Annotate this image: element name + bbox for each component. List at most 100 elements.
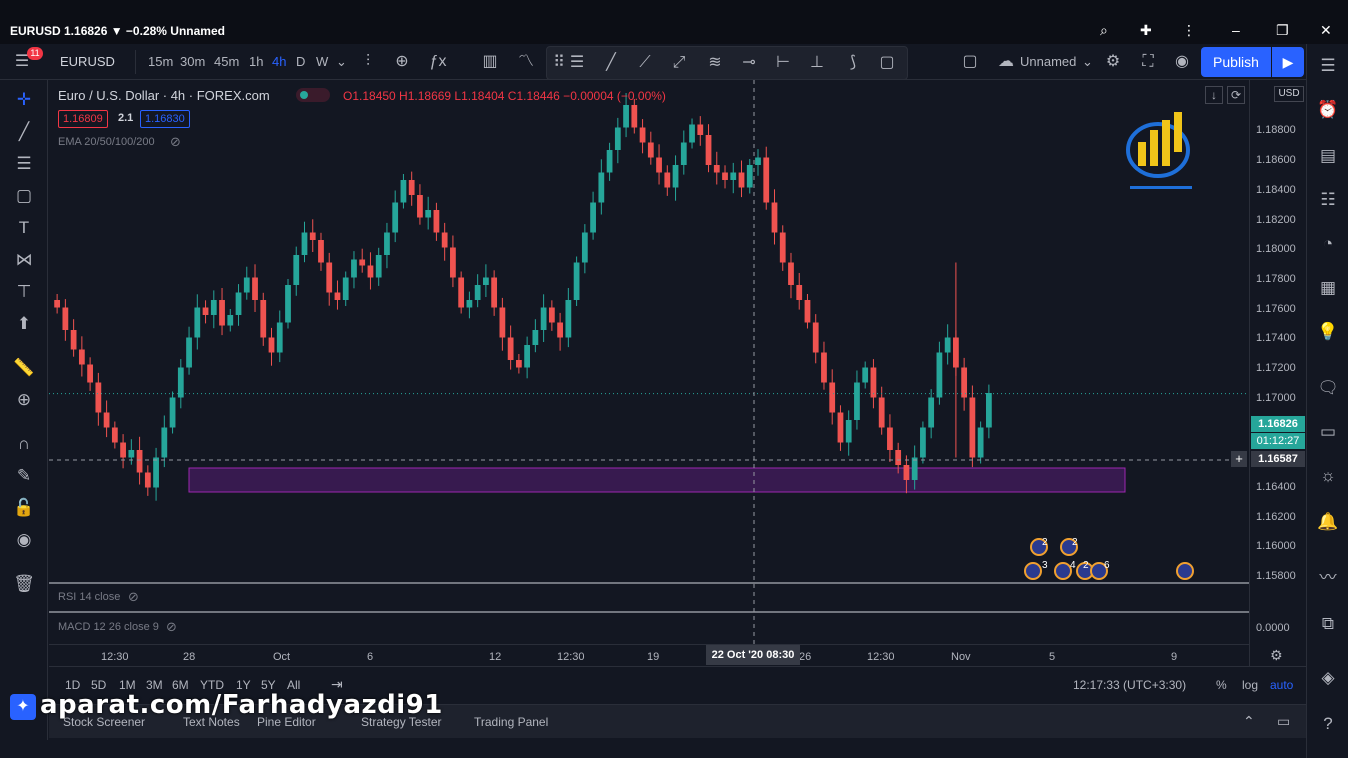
indicators-icon[interactable]: ƒx — [429, 53, 447, 70]
tab-trading-panel[interactable]: Trading Panel — [474, 715, 549, 729]
layers-icon[interactable]: ◈ — [1321, 668, 1335, 687]
search-icon[interactable]: ⌕ — [1100, 22, 1108, 38]
rsi-indicator-label[interactable]: RSI 14 close — [58, 591, 121, 603]
economic-event-icon[interactable] — [1030, 538, 1048, 556]
help-icon[interactable]: ? — [1323, 714, 1333, 733]
percent-toggle[interactable]: % — [1216, 678, 1227, 692]
clock[interactable]: 12:17:33 (UTC+3:30) — [1073, 678, 1187, 692]
shapes-tool-icon[interactable]: ▢ — [15, 186, 33, 205]
lock-icon[interactable]: 🔓 — [13, 498, 35, 517]
notifications-icon[interactable]: 🔔 — [1317, 512, 1339, 531]
rectangle-icon[interactable]: ▢ — [879, 54, 895, 71]
horizontal-ray-icon[interactable]: ⊸ — [742, 54, 756, 71]
scroll-down-icon[interactable]: ↓ — [1205, 86, 1223, 104]
messages-icon[interactable]: ▭ — [1319, 422, 1337, 441]
interval-45m[interactable]: 45m — [214, 54, 240, 69]
visibility-icon[interactable]: ◉ — [16, 530, 32, 549]
menu-icon[interactable]: ☰ — [14, 53, 30, 70]
layout-name[interactable]: Unnamed — [1020, 54, 1077, 69]
trading-icon[interactable]: 〰 — [1319, 568, 1337, 587]
minimize-icon[interactable]: – — [1232, 22, 1240, 38]
price-axis[interactable]: USD 1.18800 1.18600 1.18400 1.18200 1.18000 1… — [1249, 80, 1306, 666]
time-axis[interactable]: 12:30 28 Oct 6 12 12:30 19 26 12:30 Nov 5 9 22 Oct … — [49, 644, 1249, 666]
interval-15m[interactable]: 15m — [148, 54, 174, 69]
macd-hidden-icon[interactable]: ⊘ — [166, 619, 177, 634]
publish-button[interactable]: Publish — [1201, 47, 1271, 77]
trendline-tool-icon[interactable]: ╱ — [18, 122, 30, 141]
macd-indicator-label[interactable]: MACD 12 26 close 9 — [58, 621, 159, 633]
close-icon[interactable]: ✕ — [1320, 22, 1332, 38]
range-all[interactable]: All — [287, 678, 301, 692]
ideas-icon[interactable]: 💡 — [1317, 322, 1339, 341]
parallel-channel-icon[interactable]: ≋ — [708, 54, 722, 71]
chart-type-icon[interactable]: ⫶ — [365, 53, 370, 70]
range-3m[interactable]: 3M — [146, 678, 163, 692]
ask-price[interactable]: 1.16830 — [140, 110, 190, 128]
tab-text-notes[interactable]: Text Notes — [183, 715, 240, 729]
economic-event-icon[interactable] — [1024, 562, 1042, 580]
extended-line-icon[interactable]: ⤢ — [672, 54, 686, 71]
rsi-hidden-icon[interactable]: ⊘ — [128, 589, 139, 604]
range-1y[interactable]: 1Y — [236, 678, 251, 692]
currency-label[interactable]: USD — [1274, 86, 1304, 102]
snapshot-icon[interactable]: ◉ — [1175, 53, 1189, 70]
ema-indicator-label[interactable]: EMA 20/50/100/200 — [58, 136, 155, 148]
alerts-clock-icon[interactable]: ⏰ — [1317, 100, 1339, 119]
trash-icon[interactable]: 🗑 — [13, 574, 35, 593]
price-chart[interactable] — [49, 80, 1249, 666]
settings-icon[interactable]: ⚙ — [1105, 53, 1121, 70]
auto-toggle[interactable]: auto — [1270, 678, 1294, 692]
tab-strategy-tester[interactable]: Strategy Tester — [361, 715, 442, 729]
range-5y[interactable]: 5Y — [261, 678, 276, 692]
interval-1h[interactable]: 1h — [249, 54, 264, 69]
range-6m[interactable]: 6M — [172, 678, 189, 692]
interval-D[interactable]: D — [296, 54, 306, 69]
range-ytd[interactable]: YTD — [200, 678, 224, 692]
economic-event-icon[interactable] — [1060, 538, 1078, 556]
date-range-icon[interactable]: ⊢ — [776, 54, 790, 71]
trend-line-icon[interactable]: ╱ — [606, 54, 616, 71]
alert-icon[interactable]: 〽 — [517, 53, 534, 70]
economic-event-icon[interactable] — [1176, 562, 1194, 580]
stay-drawing-icon[interactable]: ✎ — [16, 466, 32, 485]
hotlist-icon[interactable]: ◔ — [1322, 234, 1334, 253]
chats-icon[interactable]: 🗨 — [1317, 378, 1339, 397]
range-5d[interactable]: 5D — [91, 678, 107, 692]
pattern-tool-icon[interactable]: ⋈ — [15, 250, 33, 269]
crosshair-icon[interactable]: ✛ — [16, 90, 32, 109]
add-alert-icon[interactable]: + — [1231, 451, 1247, 467]
dom-icon[interactable]: ⧉ — [1321, 614, 1335, 633]
collapse-panel-icon[interactable]: ⌃ — [1243, 713, 1255, 729]
prediction-tool-icon[interactable]: ⊤ — [16, 282, 32, 301]
range-1m[interactable]: 1M — [119, 678, 136, 692]
extension-icon[interactable]: ✚ — [1140, 22, 1152, 38]
zoom-icon[interactable]: ⊕ — [16, 390, 32, 409]
calendar-icon[interactable]: ▦ — [1319, 278, 1337, 297]
goto-date-icon[interactable]: ⇥ — [331, 676, 343, 692]
economic-event-icon[interactable] — [1090, 562, 1108, 580]
fullscreen-icon[interactable]: ⛶ — [1142, 53, 1154, 70]
ruler-icon[interactable]: 📏 — [13, 358, 35, 377]
select-layout-icon[interactable]: ▢ — [962, 53, 978, 70]
fib-tool-icon[interactable]: ☰ — [16, 154, 32, 173]
bid-price[interactable]: 1.16809 — [58, 110, 108, 128]
axis-settings-icon[interactable]: ⚙ — [1270, 647, 1283, 663]
layout-dropdown-icon[interactable]: ⌄ — [1082, 54, 1093, 69]
log-toggle[interactable]: log — [1242, 678, 1259, 692]
price-range-icon[interactable]: ⊥ — [810, 54, 824, 71]
text-tool-icon[interactable]: T — [18, 218, 30, 237]
drag-handle-icon[interactable]: ⠿ — [553, 54, 565, 71]
watchlist-icon[interactable]: ☰ — [1320, 56, 1336, 75]
tab-stock-screener[interactable]: Stock Screener — [63, 715, 146, 729]
ray-icon[interactable]: ⟋ — [639, 54, 651, 71]
tab-pine-editor[interactable]: Pine Editor — [257, 715, 316, 729]
interval-dropdown-icon[interactable]: ⌄ — [336, 54, 347, 69]
icons-tool-icon[interactable]: ⬆ — [16, 314, 32, 333]
interval-W[interactable]: W — [316, 54, 329, 69]
replay-icon[interactable]: ▶ — [1272, 47, 1304, 77]
path-icon[interactable]: ⟆ — [849, 54, 857, 71]
reset-chart-icon[interactable]: ⟳ — [1227, 86, 1245, 104]
interval-4h[interactable]: 4h — [272, 54, 287, 69]
maximize-panel-icon[interactable]: ▭ — [1277, 713, 1291, 729]
data-window-icon[interactable]: ▤ — [1319, 146, 1337, 165]
